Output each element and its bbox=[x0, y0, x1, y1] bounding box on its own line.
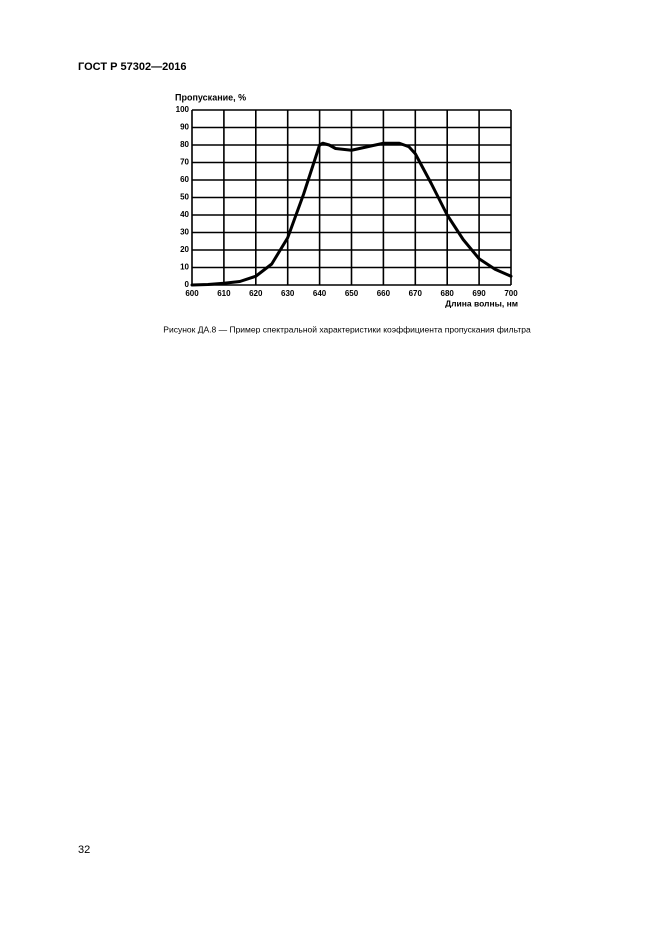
data-line bbox=[190, 141, 513, 287]
y-tick-label: 60 bbox=[180, 175, 189, 184]
y-tick-label: 20 bbox=[180, 245, 189, 254]
y-tick-label: 30 bbox=[180, 228, 189, 237]
y-tick-label: 80 bbox=[180, 140, 189, 149]
document-header: ГОСТ Р 57302—2016 bbox=[78, 61, 187, 73]
x-tick-label: 650 bbox=[345, 289, 359, 298]
page-number: 32 bbox=[78, 844, 90, 856]
y-tick-label: 100 bbox=[176, 105, 190, 114]
x-tick-label: 600 bbox=[185, 289, 199, 298]
x-axis-title: Длина волны, нм bbox=[445, 298, 518, 308]
y-axis-title: Пропускание, % bbox=[175, 92, 246, 102]
x-tick-label: 620 bbox=[249, 289, 263, 298]
x-tick-label: 630 bbox=[281, 289, 295, 298]
figure-caption: Рисунок ДА.8 — Пример спектральной харак… bbox=[163, 324, 531, 334]
x-tick-label: 660 bbox=[377, 289, 391, 298]
x-tick-label: 610 bbox=[217, 289, 231, 298]
x-tick-label: 700 bbox=[504, 289, 518, 298]
y-tick-label: 10 bbox=[180, 263, 189, 272]
y-tick-label: 40 bbox=[180, 210, 189, 219]
y-tick-label: 70 bbox=[180, 158, 189, 167]
x-tick-label: 680 bbox=[441, 289, 455, 298]
x-tick-label: 640 bbox=[313, 289, 327, 298]
y-tick-label: 0 bbox=[185, 280, 190, 289]
x-tick-label: 670 bbox=[409, 289, 423, 298]
x-tick-label: 690 bbox=[472, 289, 486, 298]
y-tick-label: 50 bbox=[180, 193, 189, 202]
y-tick-label: 90 bbox=[180, 123, 189, 132]
